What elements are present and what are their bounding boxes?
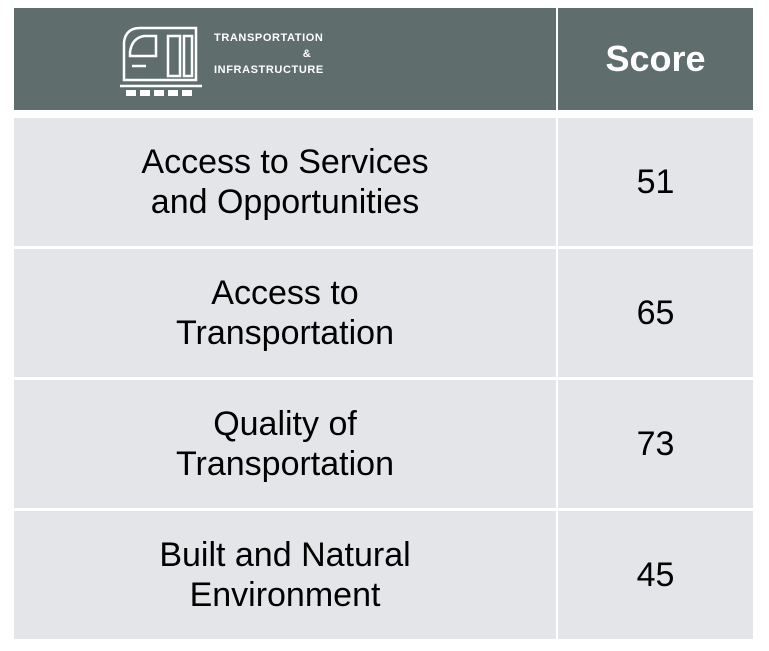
header-title-line: INFRASTRUCTURE [214, 64, 324, 76]
row-label-line: Environment [189, 576, 381, 614]
row-label-line: Built and Natural [159, 536, 411, 574]
row-label: Built and Natural Environment [14, 511, 556, 639]
header-title-line: & [302, 48, 312, 60]
table-row: Built and Natural Environment 45 [14, 511, 753, 639]
row-score: 51 [558, 118, 753, 246]
row-label-line: and Opportunities [150, 183, 420, 221]
header-title-cell: TRANSPORTATION & INFRASTRUCTURE [14, 8, 556, 110]
row-label-line: Transportation [176, 314, 394, 352]
row-label-line: Quality of [213, 405, 357, 443]
score-heading: Score [558, 8, 753, 110]
row-label: Access to Services and Opportunities [14, 118, 556, 246]
header-title: TRANSPORTATION & INFRASTRUCTURE [214, 30, 400, 78]
table-row: Access to Transportation 65 [14, 249, 753, 377]
row-label-line: Transportation [176, 445, 394, 483]
row-score: 73 [558, 380, 753, 508]
table-row: Quality of Transportation 73 [14, 380, 753, 508]
header-title-line: TRANSPORTATION [214, 32, 324, 44]
row-label: Access to Transportation [14, 249, 556, 377]
row-label: Quality of Transportation [14, 380, 556, 508]
row-label-line: Access to Services [141, 143, 429, 181]
row-score: 65 [558, 249, 753, 377]
train-icon [120, 26, 202, 96]
row-score: 45 [558, 511, 753, 639]
table-row: Access to Services and Opportunities 51 [14, 118, 753, 246]
row-label-line: Access to [211, 274, 359, 312]
